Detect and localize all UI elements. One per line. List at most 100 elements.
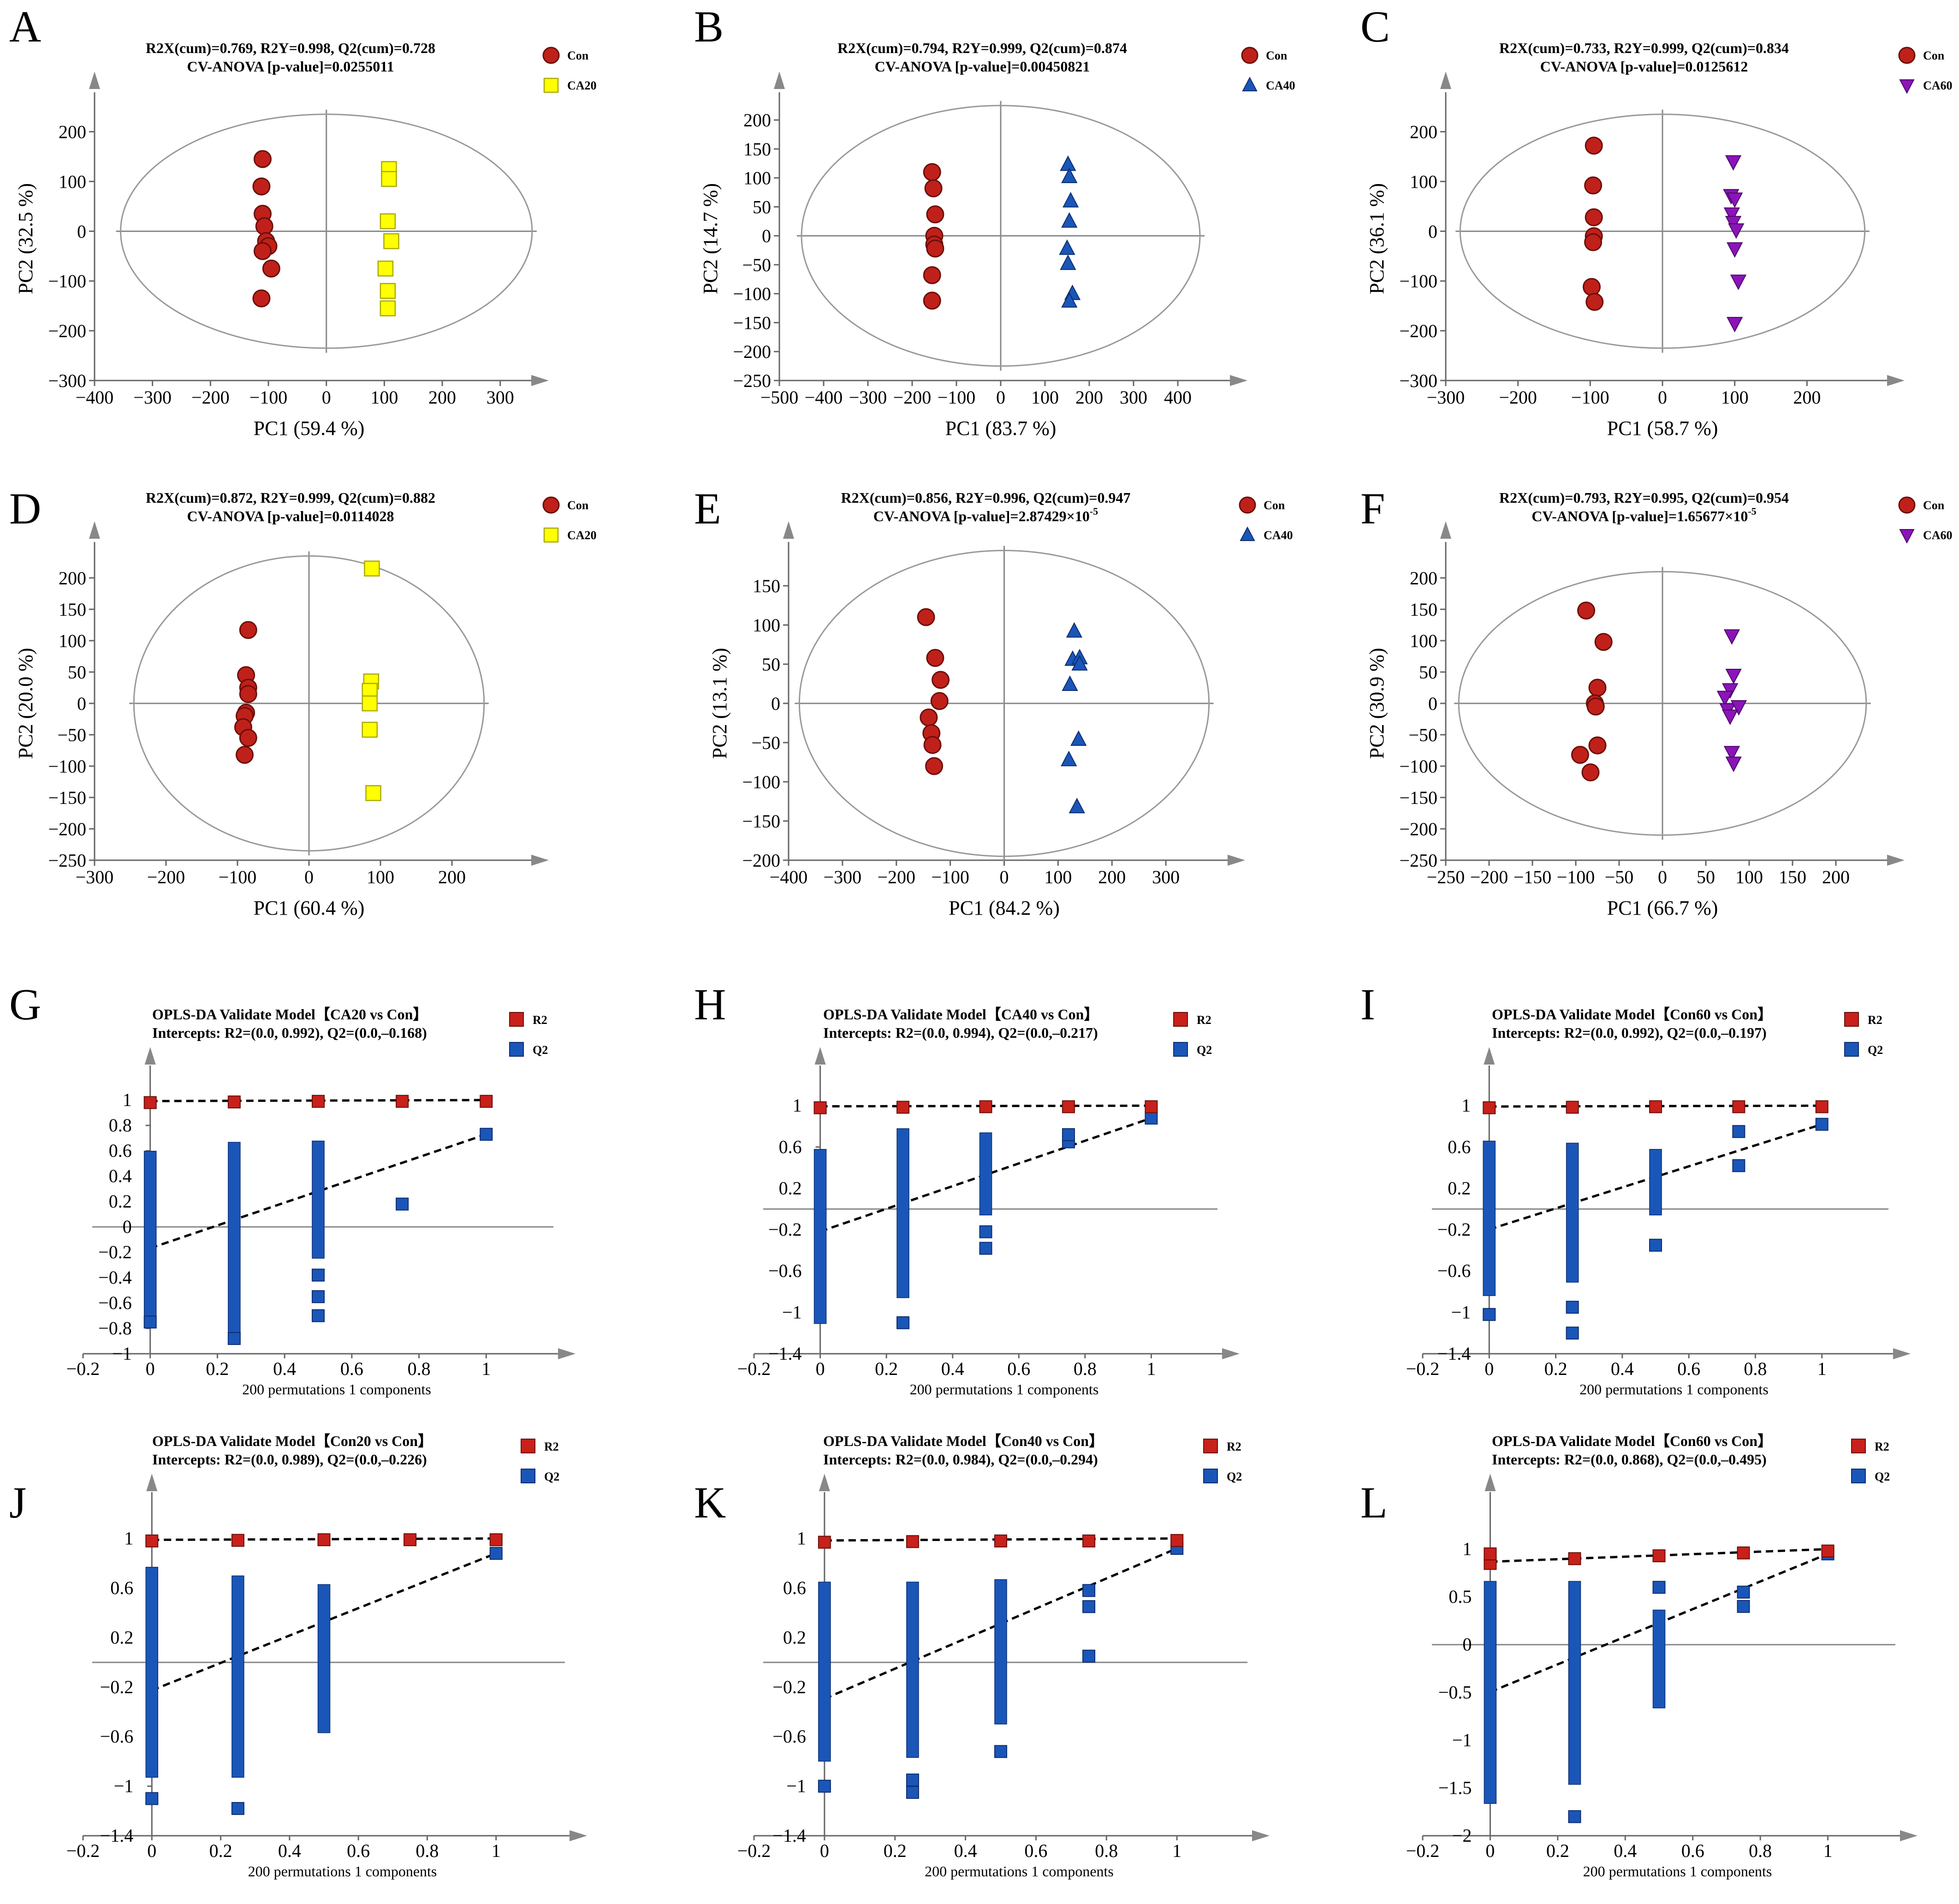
x-tick-label: −200 — [877, 867, 915, 887]
point-con — [262, 259, 280, 278]
point-ca40 — [1060, 155, 1076, 171]
x-tick-label: 0 — [1000, 867, 1009, 887]
q2-permutation-column — [1484, 1581, 1497, 1804]
x-tick-label: 0.2 — [209, 1840, 232, 1861]
point-ca60 — [1722, 709, 1739, 725]
x-tick-label: 50 — [1697, 867, 1715, 887]
legend-marker-q2 — [1173, 1042, 1188, 1057]
y-tick-label: −0.6 — [100, 1726, 134, 1747]
x-tick-label: 0.2 — [1546, 1840, 1569, 1861]
x-tick-label: 100 — [1721, 387, 1749, 408]
x-tick-label: −50 — [1605, 867, 1634, 887]
x-tick-label: −300 — [824, 867, 862, 887]
intercepts-subtitle: Intercepts: R2=(0.0, 0.989), Q2=(0.0,–0.… — [152, 1451, 427, 1468]
x-tick-label: −200 — [147, 867, 185, 887]
q2-point — [227, 1332, 241, 1345]
q2-point — [1732, 1159, 1745, 1172]
y-tick-label: 0.6 — [783, 1577, 806, 1598]
x-axis-arrow — [1893, 1348, 1911, 1359]
panel-f: F R2X(cum)=0.793, R2Y=0.995, Q2(cum)=0.95… — [1360, 484, 1953, 919]
exponent: -5 — [1748, 506, 1756, 517]
x-tick-label: 0.4 — [278, 1840, 301, 1861]
y-tick-label: −0.8 — [98, 1318, 132, 1339]
legend-marker-con — [1241, 47, 1259, 64]
y-tick-label: 0.2 — [110, 1627, 133, 1648]
stats-header: R2X(cum)=0.769, R2Y=0.998, Q2(cum)=0.728 — [146, 40, 435, 56]
x-tick-label: 0 — [1484, 1358, 1494, 1379]
q2-point — [231, 1802, 244, 1815]
q2-point — [1649, 1238, 1662, 1252]
point-con — [930, 692, 949, 710]
q2-point — [1815, 1118, 1828, 1131]
point-con — [1577, 601, 1596, 620]
r2-point — [143, 1096, 157, 1109]
point-ca60 — [1722, 683, 1739, 699]
x-tick-label: −300 — [849, 387, 887, 408]
q2-permutation-column — [232, 1575, 244, 1778]
stats-header: R2X(cum)=0.856, R2Y=0.996, Q2(cum)=0.947 — [841, 489, 1131, 506]
point-ca20 — [383, 233, 399, 250]
legend-marker-r2 — [509, 1012, 524, 1027]
intercepts-subtitle: Intercepts: R2=(0.0, 0.992), Q2=(0.0,–0.… — [152, 1024, 427, 1041]
y-tick-label: 0.8 — [109, 1115, 132, 1136]
r2-point — [1649, 1100, 1662, 1113]
point-ca20 — [380, 300, 396, 316]
point-ca60 — [1727, 317, 1743, 333]
y-axis-arrow — [1440, 521, 1451, 539]
intercepts-subtitle: Intercepts: R2=(0.0, 0.868), Q2=(0.0,–0.… — [1492, 1451, 1767, 1468]
y-tick-label: −1 — [782, 1302, 802, 1322]
x-tick-label: −0.2 — [737, 1358, 771, 1379]
y-axis-arrow — [1440, 71, 1451, 89]
legend-marker-r2 — [1844, 1012, 1859, 1027]
y-tick-label: −150 — [733, 312, 771, 333]
point-con — [1585, 137, 1603, 155]
y-tick-label: −1 — [1451, 1302, 1471, 1322]
hotelling-t2-ellipse — [1459, 113, 1866, 349]
r2-point — [979, 1100, 992, 1113]
x-axis-arrow — [531, 375, 549, 386]
x-axis-label: 200 permutations 1 components — [910, 1381, 1099, 1398]
y-tick-label: −2 — [1452, 1825, 1472, 1846]
q2-permutation-column — [312, 1141, 325, 1259]
legend-label-con: Con — [1264, 499, 1285, 512]
point-con — [1584, 176, 1603, 195]
y-tick-label: 1 — [123, 1089, 132, 1110]
x-tick-label: 300 — [487, 387, 514, 408]
legend-marker-r2 — [1203, 1439, 1218, 1453]
legend-label-ca20: CA20 — [567, 529, 597, 542]
y-tick-label: 50 — [1419, 662, 1437, 683]
point-ca40 — [1061, 212, 1078, 228]
y-tick-label: −0.2 — [1437, 1219, 1471, 1240]
y-tick-label: −0.2 — [772, 1677, 806, 1697]
q2-point — [312, 1268, 325, 1282]
y-tick-label: 0 — [1428, 221, 1437, 242]
legend-label-ca20: CA20 — [567, 79, 597, 92]
point-ca40 — [1070, 730, 1087, 746]
validate-title: OPLS-DA Validate Model【CA40 vs Con】 — [823, 1006, 1098, 1023]
r2-point — [994, 1534, 1007, 1547]
panel-c: C R2X(cum)=0.733, R2Y=0.999, Q2(cum)=0.83… — [1360, 2, 1953, 440]
q2-point — [396, 1197, 409, 1211]
point-con — [239, 685, 257, 703]
point-ca20 — [380, 283, 396, 299]
q2-permutation-column — [813, 1149, 827, 1324]
y-tick-label: −200 — [1399, 321, 1437, 341]
legend-marker-con — [542, 47, 560, 64]
cv-anova-header: CV-ANOVA [p-value]=0.0125612 — [1540, 58, 1748, 75]
x-tick-label: 200 — [1793, 387, 1821, 408]
legend-marker-q2 — [1851, 1469, 1866, 1483]
y-tick-label: −200 — [1399, 819, 1437, 839]
r2-point — [813, 1101, 827, 1114]
y-tick-label: 1 — [793, 1095, 802, 1116]
q2-point — [480, 1128, 493, 1141]
x-tick-label: 1 — [1172, 1840, 1181, 1861]
point-ca20 — [381, 171, 397, 187]
q2-point — [1082, 1600, 1096, 1613]
x-tick-label: 300 — [1152, 867, 1180, 887]
y-tick-label: 0.2 — [1448, 1178, 1471, 1198]
point-con — [239, 621, 257, 639]
legend-label-q2: Q2 — [1868, 1043, 1883, 1057]
y-tick-label: −200 — [48, 819, 86, 839]
y-tick-label: −0.2 — [98, 1242, 132, 1262]
point-con — [1585, 293, 1604, 311]
